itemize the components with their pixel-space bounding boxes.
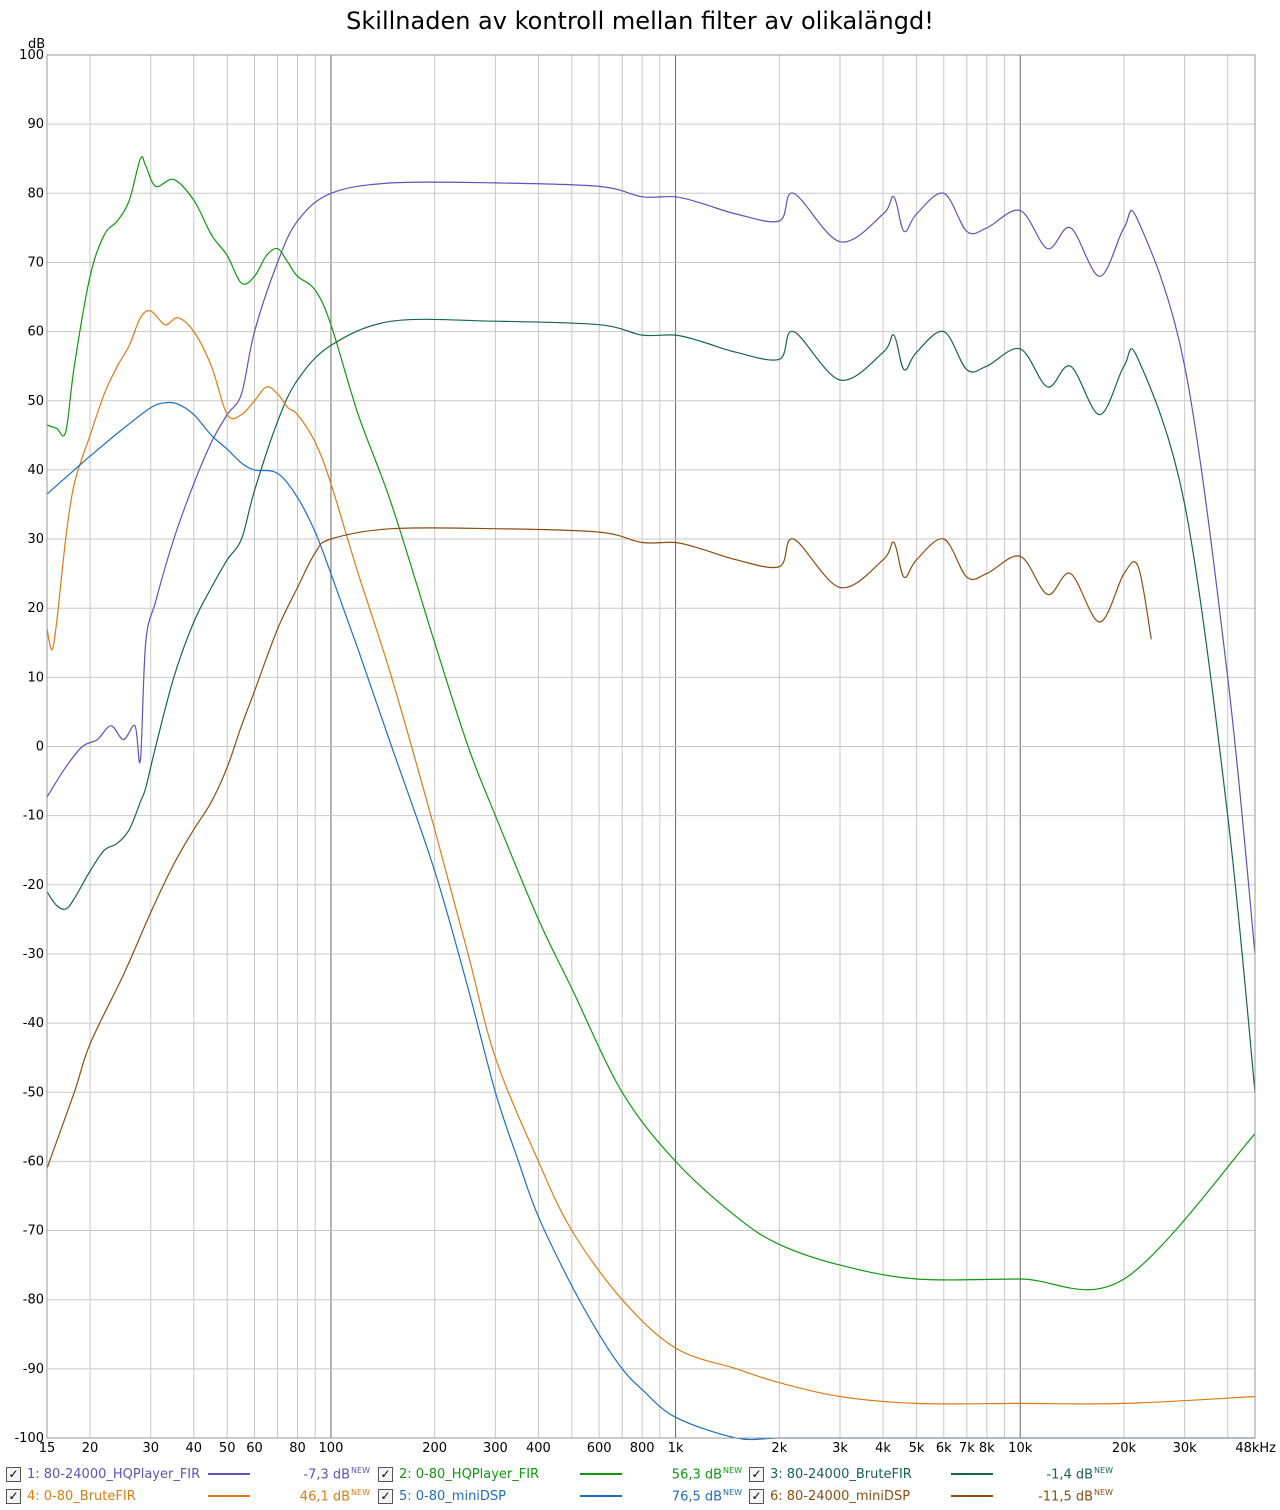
y-axis-unit: dB	[28, 37, 45, 52]
x-tick-label: 20k	[1112, 1441, 1137, 1456]
checkbox[interactable]: ✓	[6, 1466, 21, 1482]
legend-value: -11,5 dBNEW	[1038, 1487, 1113, 1505]
y-tick-label: -30	[23, 947, 44, 962]
legend-swatch	[951, 1473, 993, 1475]
x-tick-label: 30k	[1173, 1441, 1198, 1456]
new-badge: NEW	[351, 1465, 370, 1475]
legend-label: 6: 80-24000_miniDSP	[770, 1488, 911, 1504]
legend-value: 56,3 dBNEW	[671, 1465, 742, 1483]
x-tick-label: 15	[39, 1441, 56, 1456]
legend: ✓ 1: 80-24000_HQPlayer_FIR -7,3 dBNEW ✓ …	[0, 1462, 1280, 1510]
x-tick-label: 60	[246, 1441, 263, 1456]
frequency-response-chart: Skillnaden av kontroll mellan filter av …	[14, 7, 1276, 1456]
series-line-2	[46, 156, 1256, 1291]
x-tick-label: 200	[422, 1441, 447, 1456]
legend-item-4[interactable]: ✓ 4: 0-80_BruteFIR 46,1 dBNEW	[6, 1485, 370, 1507]
axis-ticks: 1009080706050403020100-10-20-30-40-50-60…	[14, 48, 1276, 1456]
x-tick-label: 6k	[936, 1441, 952, 1456]
x-tick-label: 5k	[909, 1441, 925, 1456]
series-line-3	[46, 318, 1256, 1093]
x-tick-label: 40	[186, 1441, 203, 1456]
legend-label: 2: 0-80_HQPlayer_FIR	[399, 1466, 540, 1482]
y-tick-label: 100	[19, 48, 44, 63]
y-tick-label: 60	[27, 325, 44, 340]
x-tick-label: 30	[142, 1441, 159, 1456]
x-tick-label: 48kHz	[1235, 1441, 1276, 1456]
y-tick-label: 70	[27, 255, 44, 270]
checkbox[interactable]: ✓	[378, 1466, 393, 1482]
legend-label: 1: 80-24000_HQPlayer_FIR	[27, 1466, 201, 1482]
legend-swatch	[580, 1473, 622, 1475]
legend-label: 5: 0-80_miniDSP	[399, 1488, 507, 1504]
checkbox[interactable]: ✓	[749, 1466, 764, 1482]
x-tick-label: 10k	[1008, 1441, 1033, 1456]
series-line-6	[46, 527, 1152, 1169]
chart-title: Skillnaden av kontroll mellan filter av …	[346, 7, 934, 35]
y-tick-label: 90	[27, 117, 44, 132]
y-tick-label: 0	[36, 740, 44, 755]
legend-item-2[interactable]: ✓ 2: 0-80_HQPlayer_FIR 56,3 dBNEW	[378, 1463, 742, 1485]
x-tick-label: 20	[82, 1441, 99, 1456]
x-tick-label: 7k	[959, 1441, 975, 1456]
legend-label: 3: 80-24000_BruteFIR	[770, 1466, 912, 1482]
y-tick-label: 30	[27, 532, 44, 547]
y-tick-label: -40	[23, 1016, 44, 1031]
new-badge: NEW	[351, 1487, 370, 1497]
legend-value: 46,1 dBNEW	[299, 1487, 370, 1505]
x-tick-label: 4k	[875, 1441, 891, 1456]
y-tick-label: -60	[23, 1154, 44, 1169]
y-tick-label: 20	[27, 601, 44, 616]
legend-swatch	[580, 1495, 622, 1497]
y-tick-label: -10	[23, 809, 44, 824]
legend-item-3[interactable]: ✓ 3: 80-24000_BruteFIR -1,4 dBNEW	[749, 1463, 1113, 1485]
legend-item-6[interactable]: ✓ 6: 80-24000_miniDSP -11,5 dBNEW	[749, 1485, 1113, 1507]
new-badge: NEW	[723, 1487, 742, 1497]
legend-item-1[interactable]: ✓ 1: 80-24000_HQPlayer_FIR -7,3 dBNEW	[6, 1463, 370, 1485]
y-tick-label: -80	[23, 1293, 44, 1308]
x-tick-label: 300	[483, 1441, 508, 1456]
y-tick-label: -90	[23, 1362, 44, 1377]
legend-item-5[interactable]: ✓ 5: 0-80_miniDSP 76,5 dBNEW	[378, 1485, 742, 1507]
plot-frame	[46, 54, 1256, 1439]
y-tick-label: 40	[27, 463, 44, 478]
x-tick-label: 8k	[979, 1441, 995, 1456]
legend-value: -1,4 dBNEW	[1046, 1465, 1113, 1483]
x-tick-label: 80	[289, 1441, 306, 1456]
y-tick-label: 10	[27, 670, 44, 685]
grid	[47, 54, 1255, 1439]
checkbox[interactable]: ✓	[6, 1488, 21, 1504]
y-tick-label: -100	[14, 1431, 44, 1446]
y-tick-label: 50	[27, 394, 44, 409]
y-tick-label: -20	[23, 878, 44, 893]
x-tick-label: 2k	[771, 1441, 787, 1456]
y-tick-label: -70	[23, 1224, 44, 1239]
y-tick-label: 80	[27, 186, 44, 201]
x-tick-label: 600	[587, 1441, 612, 1456]
x-tick-label: 50	[219, 1441, 236, 1456]
legend-swatch	[951, 1495, 993, 1497]
legend-value: 76,5 dBNEW	[671, 1487, 742, 1505]
legend-swatch	[208, 1495, 250, 1497]
x-tick-label: 1k	[668, 1441, 684, 1456]
x-tick-label: 100	[319, 1441, 344, 1456]
series-lines	[46, 156, 1256, 1441]
new-badge: NEW	[1094, 1465, 1113, 1475]
checkbox[interactable]: ✓	[378, 1488, 393, 1504]
legend-label: 4: 0-80_BruteFIR	[27, 1488, 136, 1504]
series-line-1	[46, 181, 1256, 955]
checkbox[interactable]: ✓	[749, 1488, 764, 1504]
x-tick-label: 3k	[832, 1441, 848, 1456]
new-badge: NEW	[723, 1465, 742, 1475]
x-tick-label: 400	[526, 1441, 551, 1456]
new-badge: NEW	[1094, 1487, 1113, 1497]
series-line-4	[46, 310, 1256, 1405]
legend-value: -7,3 dBNEW	[303, 1465, 370, 1483]
x-tick-label: 800	[630, 1441, 655, 1456]
legend-swatch	[208, 1473, 250, 1475]
y-tick-label: -50	[23, 1085, 44, 1100]
